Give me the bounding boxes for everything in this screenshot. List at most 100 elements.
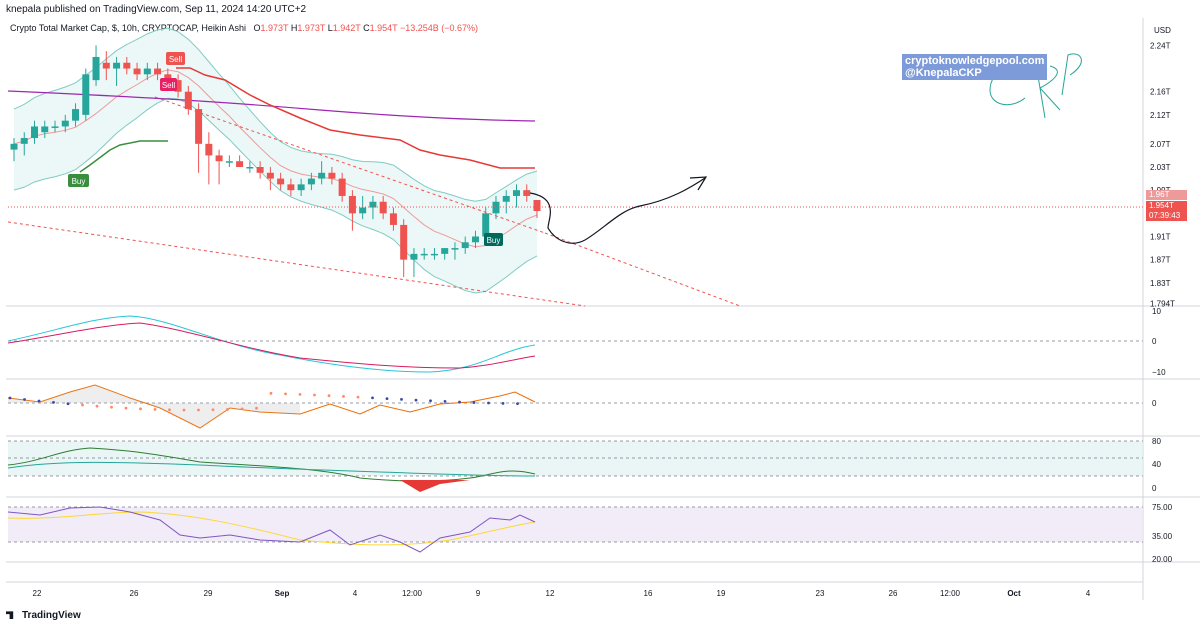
time-tick: 12:00 bbox=[402, 589, 423, 598]
oscillator-dot bbox=[37, 399, 41, 403]
oscillator-dot bbox=[429, 399, 432, 403]
macd-line bbox=[7, 315, 536, 373]
candle-body bbox=[307, 178, 315, 185]
low-value: 1.942T bbox=[332, 23, 361, 33]
candle-body bbox=[328, 172, 336, 179]
candle-body bbox=[492, 201, 500, 214]
candle-body bbox=[389, 213, 397, 225]
oscillator-dot bbox=[182, 408, 186, 412]
oscillator-dot bbox=[211, 408, 215, 412]
price-badge-upper: 1.96T bbox=[1146, 190, 1187, 200]
candle-body bbox=[113, 62, 121, 69]
trendline-upper bbox=[154, 96, 546, 234]
projection-arrow bbox=[529, 177, 706, 244]
oscillator-dot bbox=[197, 408, 200, 412]
candle-body bbox=[297, 184, 305, 191]
tradingview-logo-icon bbox=[6, 611, 14, 620]
price-axis: 2.24T2.16T2.12T2.07T2.03T1.99T1.91T1.87T… bbox=[1150, 41, 1175, 308]
time-tick: 26 bbox=[130, 589, 139, 598]
pane-tick: 20.00 bbox=[1152, 555, 1173, 564]
footer-brand-label: TradingView bbox=[22, 610, 81, 621]
trendline-lower bbox=[7, 221, 586, 307]
pane-tick: 0 bbox=[1152, 337, 1157, 346]
bollinger-bands bbox=[13, 27, 538, 294]
candle-body bbox=[379, 201, 387, 214]
low-label: L bbox=[327, 23, 333, 33]
candle-body bbox=[92, 56, 100, 81]
indicator-panes: 10 0 −10 0 80 40 0 75.00 35.00 20.00 bbox=[7, 307, 1173, 564]
time-tick: 9 bbox=[476, 589, 481, 598]
candle-body bbox=[502, 195, 510, 202]
oscillator-dot bbox=[95, 404, 99, 408]
candle-body bbox=[266, 172, 274, 179]
oscillator-dot bbox=[298, 393, 302, 396]
adx-line bbox=[7, 447, 536, 482]
price-tick: 1.87T bbox=[1150, 256, 1171, 265]
candle-body bbox=[430, 253, 438, 256]
sell-signal-2: Sell bbox=[160, 78, 177, 91]
sell-signal-1-label: Sell bbox=[169, 55, 183, 64]
candle-body bbox=[256, 167, 264, 173]
time-tick: 12 bbox=[546, 589, 555, 598]
oscillator-dot bbox=[356, 395, 360, 399]
candle-body bbox=[184, 91, 192, 110]
symbol-name: Crypto Total Market Cap, $, 10h, CRYPTOC… bbox=[10, 23, 246, 33]
candle-body bbox=[482, 213, 490, 237]
oscillator-dot bbox=[168, 408, 171, 412]
oscillator-dot bbox=[110, 405, 113, 409]
candle-body bbox=[10, 143, 18, 150]
oscillator-dot bbox=[327, 394, 331, 398]
price-tick: 1.794T bbox=[1150, 300, 1175, 309]
oscillator-dot bbox=[8, 396, 12, 400]
oscillator-dot bbox=[124, 406, 128, 410]
oscillator-line bbox=[7, 384, 536, 429]
candle-body bbox=[277, 178, 285, 185]
price-tick: 2.24T bbox=[1150, 41, 1171, 50]
watermark: cryptoknowledgepool.com @KnepalaCKP bbox=[902, 54, 1048, 80]
oscillator-dot bbox=[23, 398, 26, 401]
negative-area bbox=[400, 480, 470, 492]
candle-body bbox=[318, 172, 326, 179]
footer-brand[interactable]: TradingView bbox=[6, 610, 81, 621]
time-tick: 4 bbox=[353, 589, 358, 598]
candle-body bbox=[533, 200, 541, 212]
high-value: 1.973T bbox=[297, 23, 326, 33]
supertrend-up bbox=[79, 140, 168, 173]
trendline-upper-ext bbox=[544, 232, 741, 307]
time-tick: 29 bbox=[204, 589, 213, 598]
candle-body bbox=[246, 167, 254, 169]
sell-signal-1: Sell bbox=[166, 52, 185, 65]
candle-body bbox=[225, 161, 233, 163]
oscillator-dot bbox=[284, 392, 287, 396]
published-text: knepala published on TradingView.com, Se… bbox=[6, 4, 307, 15]
candle-body bbox=[287, 184, 295, 191]
candle-body bbox=[72, 109, 80, 121]
watermark-site: cryptoknowledgepool.com bbox=[905, 55, 1045, 67]
candle-body bbox=[523, 190, 531, 196]
time-tick: 12:00 bbox=[940, 589, 961, 598]
band-basis bbox=[13, 69, 538, 248]
pane-tick: 0 bbox=[1152, 484, 1157, 493]
pane-tick: 40 bbox=[1152, 460, 1161, 469]
buy-signal-2: Buy bbox=[484, 233, 503, 246]
change-value: −13.254B (−0.67%) bbox=[400, 23, 479, 33]
di-line bbox=[7, 461, 536, 477]
time-tick: Oct bbox=[1007, 589, 1021, 598]
oscillator-fill bbox=[8, 385, 300, 428]
symbol-legend: Crypto Total Market Cap, $, 10h, CRYPTOC… bbox=[10, 23, 478, 33]
candles bbox=[10, 45, 541, 278]
oscillator-dot bbox=[516, 402, 519, 406]
adx-zone bbox=[8, 441, 1143, 476]
signature-p bbox=[1061, 53, 1082, 96]
close-value: 1.954T bbox=[369, 23, 398, 33]
watermark-handle: @KnepalaCKP bbox=[905, 67, 982, 79]
buy-signal-2-label: Buy bbox=[487, 236, 501, 245]
candle-body bbox=[31, 126, 39, 139]
oscillator-dot bbox=[255, 406, 258, 410]
high-label: H bbox=[290, 23, 298, 33]
candle-body bbox=[123, 62, 131, 69]
pane-tick: 10 bbox=[1152, 307, 1161, 316]
oscillator-dot bbox=[487, 401, 490, 405]
price-tick: 2.16T bbox=[1150, 88, 1171, 97]
